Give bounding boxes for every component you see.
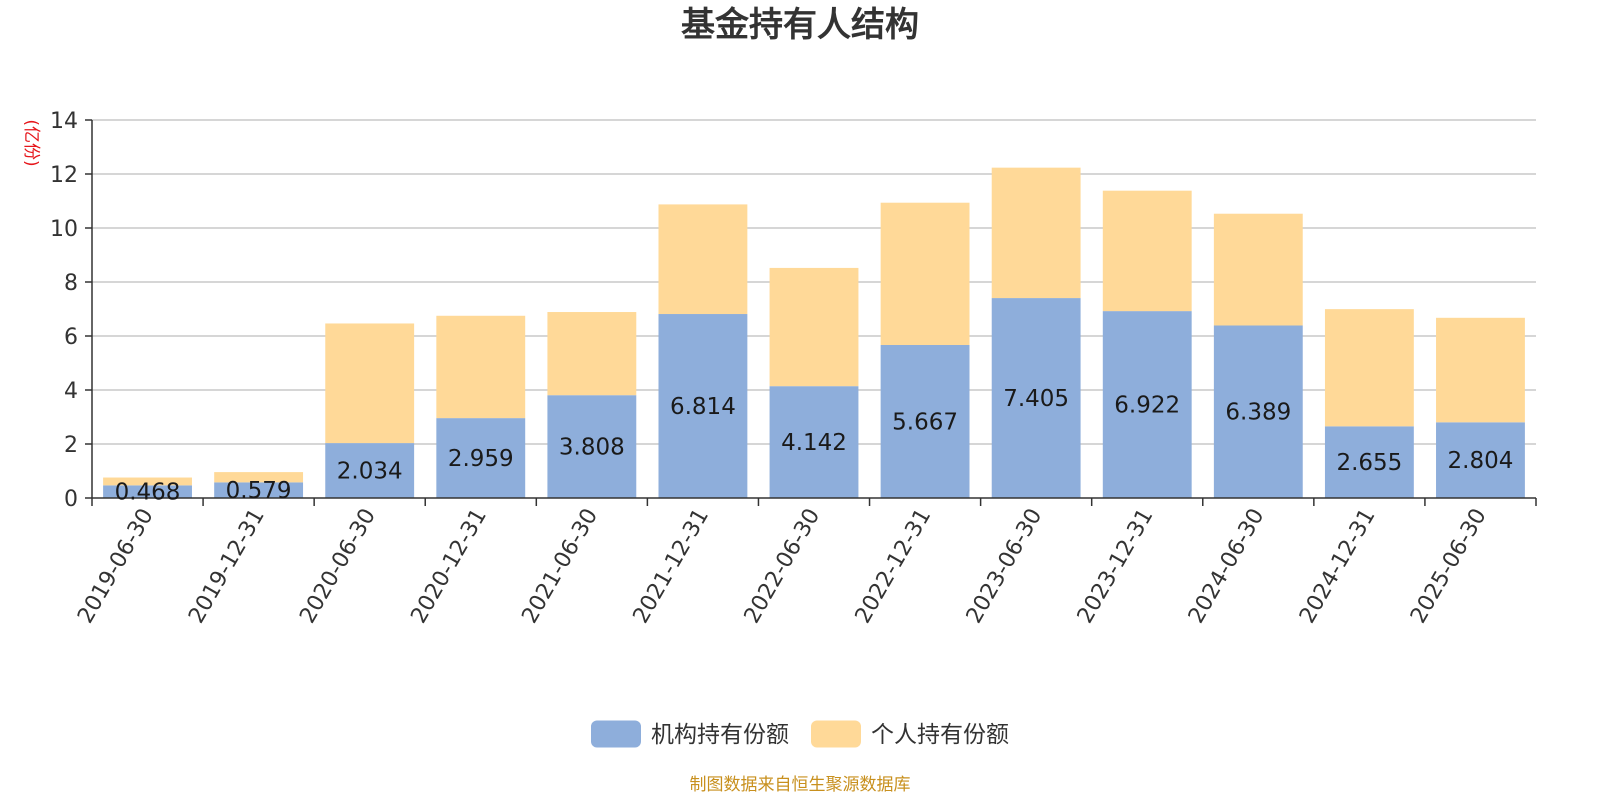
- bar-institutional-2021-12-31: [658, 314, 748, 498]
- bar-individual-2022-12-31: [880, 202, 970, 345]
- data-label-2019-12-31: 0.579: [226, 478, 292, 504]
- bar-institutional-2021-06-30: [547, 395, 637, 498]
- data-label-2021-06-30: 3.808: [559, 435, 625, 461]
- x-tick-label-2019-12-31: 2019-12-31: [184, 505, 270, 628]
- x-axis-ticks: 2019-06-30 2019-12-31 2020-06-30 2020-12-31…: [73, 498, 1537, 628]
- bar-institutional-2023-06-30: [991, 298, 1081, 498]
- y-axis-ticks: 0 2 4 6 8 10 12 14: [50, 109, 92, 512]
- data-label-2023-06-30: 7.405: [1003, 386, 1069, 412]
- y-tick-label-3: 6: [64, 325, 78, 350]
- bar-institutional-2025-06-30: [1436, 422, 1525, 498]
- bar-individual-2019-06-30: [103, 477, 192, 486]
- bar-institutional-2023-12-31: [1102, 311, 1192, 498]
- bar-individual-2019-12-31: [214, 472, 304, 483]
- bar-institutional-2024-12-31: [1324, 426, 1414, 498]
- data-labels: 0.468 0.579 2.034 2.959 3.808 6.814 4.142 5.667…: [115, 386, 1514, 506]
- x-tick-label-2023-06-30: 2023-06-30: [962, 505, 1048, 628]
- data-label-2022-06-30: 4.142: [781, 430, 847, 456]
- bar-individual-2021-06-30: [547, 312, 637, 396]
- x-tick-label-2020-12-31: 2020-12-31: [406, 505, 492, 628]
- data-label-2020-06-30: 2.034: [337, 459, 403, 485]
- bar-institutional-2020-12-31: [436, 418, 526, 498]
- x-tick-label-2024-06-30: 2024-06-30: [1184, 505, 1270, 628]
- y-tick-label-6: 12: [50, 163, 78, 188]
- data-label-2022-12-31: 5.667: [892, 409, 958, 435]
- bar-institutional-2022-12-31: [880, 344, 970, 498]
- chart-title: 基金持有人结构: [681, 5, 919, 45]
- bar-individual-2024-12-31: [1324, 309, 1414, 427]
- y-axis-unit-label: (亿份): [21, 119, 41, 166]
- legend-swatch-individual: [811, 720, 861, 748]
- bars: [103, 167, 1525, 498]
- x-tick-label-2021-12-31: 2021-12-31: [629, 505, 715, 628]
- x-tick-label-2020-06-30: 2020-06-30: [295, 505, 381, 628]
- data-label-2023-12-31: 6.922: [1114, 393, 1180, 419]
- x-tick-label-2019-06-30: 2019-06-30: [73, 505, 159, 628]
- legend-label-individual: 个人持有份额: [871, 722, 1009, 748]
- data-label-2024-06-30: 6.389: [1225, 400, 1291, 426]
- bar-individual-2025-06-30: [1436, 317, 1525, 423]
- legend-label-institutional: 机构持有份额: [651, 722, 789, 748]
- bar-individual-2020-12-31: [436, 315, 526, 419]
- bar-institutional-2022-06-30: [769, 386, 859, 498]
- bar-institutional-2019-06-30: [103, 485, 192, 498]
- data-label-2021-12-31: 6.814: [670, 394, 736, 420]
- bar-individual-2020-06-30: [325, 323, 415, 444]
- x-tick-label-2021-06-30: 2021-06-30: [517, 505, 603, 628]
- x-tick-label-2025-06-30: 2025-06-30: [1406, 505, 1492, 628]
- bar-individual-2022-06-30: [769, 267, 859, 387]
- bar-individual-2024-06-30: [1213, 213, 1303, 326]
- x-tick-label-2024-12-31: 2024-12-31: [1295, 505, 1381, 628]
- source-note: 制图数据来自恒生聚源数据库: [690, 775, 911, 795]
- y-tick-label-7: 14: [50, 109, 78, 134]
- bar-individual-2023-06-30: [991, 167, 1081, 299]
- bar-institutional-2020-06-30: [325, 443, 415, 498]
- data-label-2019-06-30: 0.468: [115, 480, 181, 506]
- data-label-2025-06-30: 2.804: [1448, 448, 1514, 474]
- legend: 机构持有份额 个人持有份额: [591, 720, 1009, 748]
- x-tick-label-2023-12-31: 2023-12-31: [1073, 505, 1159, 628]
- bar-individual-2023-12-31: [1102, 190, 1192, 312]
- data-label-2024-12-31: 2.655: [1336, 450, 1402, 476]
- y-tick-label-5: 10: [50, 217, 78, 242]
- x-tick-label-2022-06-30: 2022-06-30: [740, 505, 826, 628]
- x-tick-label-2022-12-31: 2022-12-31: [851, 505, 937, 628]
- y-tick-label-1: 2: [64, 433, 78, 458]
- bar-institutional-2024-06-30: [1213, 325, 1303, 498]
- axes: [91, 120, 1536, 499]
- data-label-2020-12-31: 2.959: [448, 446, 514, 472]
- bar-institutional-2019-12-31: [214, 482, 304, 498]
- bar-individual-2021-12-31: [658, 204, 748, 315]
- legend-swatch-institutional: [591, 720, 641, 748]
- y-tick-label-0: 0: [64, 487, 78, 512]
- y-tick-label-4: 8: [64, 271, 78, 296]
- y-tick-label-2: 4: [64, 379, 78, 404]
